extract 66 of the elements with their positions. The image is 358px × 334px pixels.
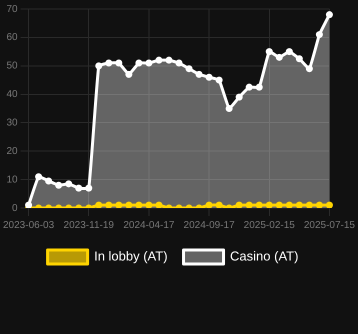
- legend-label: Casino (AT): [230, 248, 298, 264]
- point: [216, 76, 223, 84]
- point: [206, 202, 213, 208]
- point: [266, 48, 273, 56]
- point: [226, 105, 233, 112]
- point: [326, 202, 333, 208]
- point: [35, 173, 42, 180]
- point: [135, 60, 142, 67]
- point: [256, 202, 263, 208]
- point: [75, 184, 82, 192]
- point: [196, 70, 203, 78]
- x-tick-label: 2024-04-17: [123, 220, 175, 231]
- point: [145, 202, 152, 208]
- point: [286, 202, 293, 208]
- point: [296, 55, 303, 62]
- point: [115, 60, 122, 67]
- point: [306, 202, 313, 208]
- point: [206, 74, 213, 81]
- y-tick-label: 10: [6, 174, 18, 186]
- point: [216, 202, 223, 208]
- y-tick-label: 50: [6, 60, 18, 72]
- point: [55, 182, 62, 189]
- point: [105, 60, 112, 67]
- x-tick-label: 2023-11-19: [64, 220, 114, 231]
- point: [85, 184, 92, 192]
- point: [236, 202, 243, 208]
- point: [246, 84, 253, 91]
- point: [45, 177, 52, 184]
- y-tick-label: 0: [12, 202, 18, 214]
- point: [286, 48, 293, 56]
- point: [306, 65, 313, 72]
- y-tick-label: 20: [6, 146, 18, 157]
- point: [326, 11, 333, 18]
- point: [256, 84, 263, 91]
- point: [95, 62, 102, 70]
- x-tick-label: 2023-06-03: [3, 220, 55, 231]
- point: [266, 202, 273, 208]
- point: [165, 56, 172, 64]
- x-tick-label: 2025-02-15: [244, 220, 296, 231]
- point: [145, 60, 152, 67]
- x-tick-label: 2025-07-15: [304, 220, 356, 231]
- point: [236, 94, 243, 101]
- point: [276, 202, 283, 208]
- point: [176, 60, 182, 67]
- point: [125, 70, 132, 78]
- point: [105, 202, 112, 208]
- point: [155, 56, 162, 64]
- point: [316, 202, 323, 208]
- y-tick-label: 70: [6, 4, 18, 15]
- point: [296, 202, 303, 208]
- legend-label: In lobby (AT): [94, 248, 168, 264]
- point: [276, 54, 283, 61]
- point: [125, 202, 132, 208]
- point: [186, 65, 193, 72]
- point: [65, 180, 72, 188]
- y-tick-label: 60: [6, 32, 18, 44]
- point: [316, 31, 323, 38]
- y-tick-label: 30: [6, 117, 18, 128]
- point: [135, 202, 142, 208]
- point: [246, 202, 253, 208]
- y-tick-label: 40: [6, 89, 18, 100]
- point: [25, 202, 32, 208]
- point: [115, 202, 122, 208]
- point: [155, 202, 162, 208]
- x-tick-label: 2024-09-17: [184, 220, 236, 231]
- point: [95, 202, 102, 208]
